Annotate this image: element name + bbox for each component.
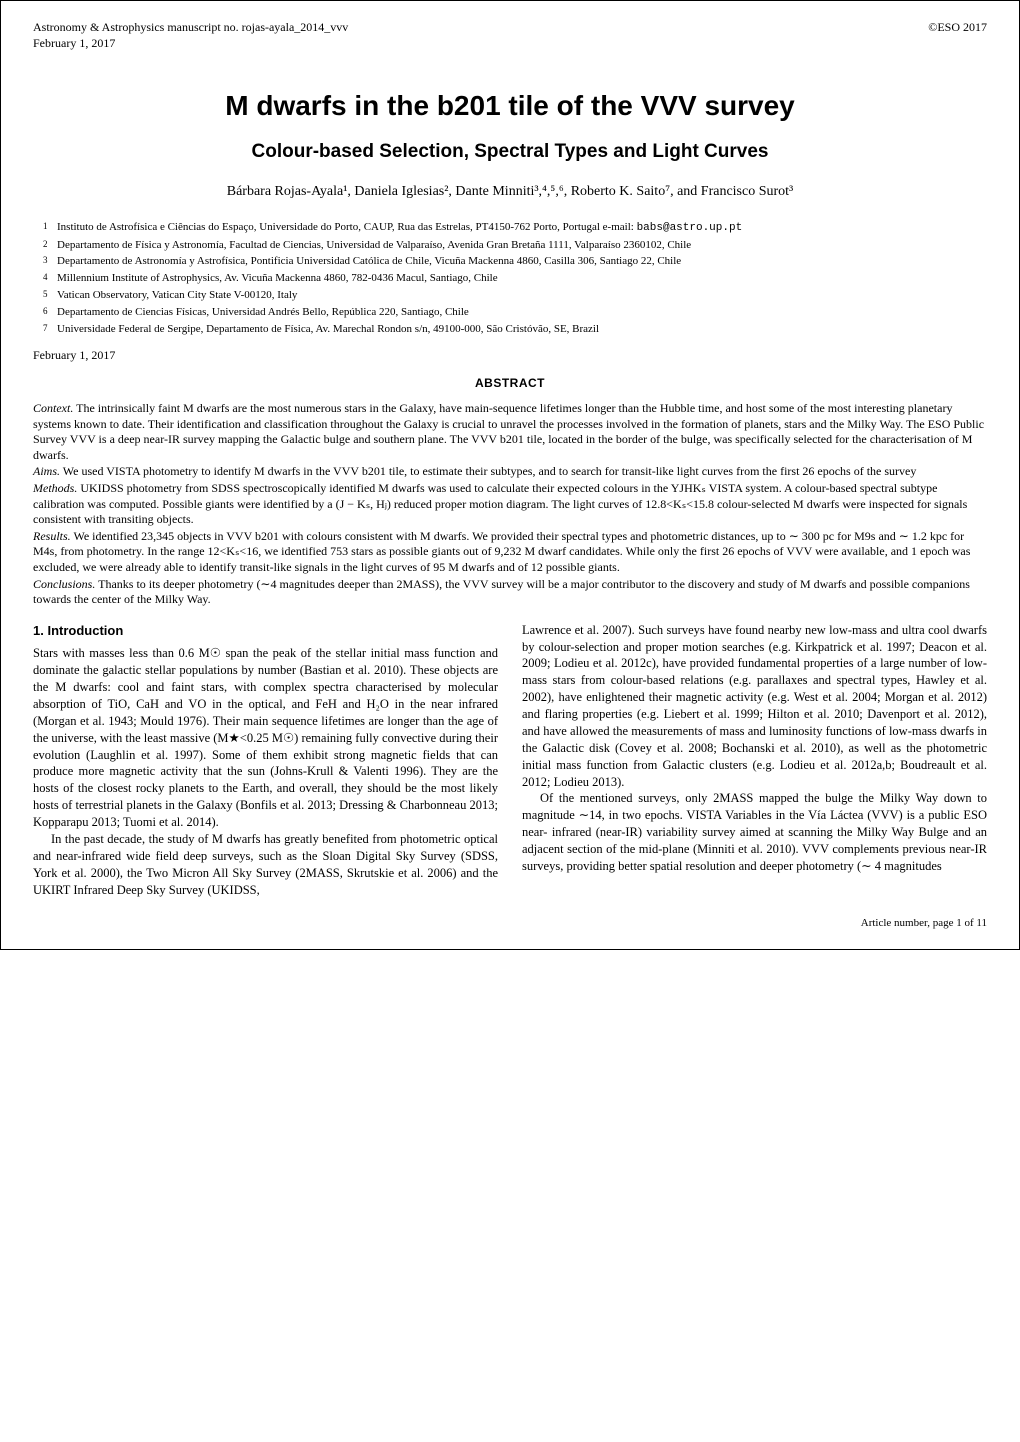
- journal-line: Astronomy & Astrophysics manuscript no. …: [33, 19, 348, 35]
- paper-subtitle: Colour-based Selection, Spectral Types a…: [33, 139, 987, 165]
- body-paragraph: In the past decade, the study of M dwarf…: [33, 831, 498, 899]
- journal-date: February 1, 2017: [33, 35, 348, 51]
- abstract-block: Context. The intrinsically faint M dwarf…: [33, 401, 987, 608]
- section-heading: 1. Introduction: [33, 622, 498, 640]
- author-list: Bárbara Rojas-Ayala¹, Daniela Iglesias²,…: [33, 183, 987, 202]
- aims-label: Aims.: [33, 464, 60, 478]
- body-paragraph: Of the mentioned surveys, only 2MASS map…: [522, 790, 987, 874]
- affiliations-list: 1 Instituto de Astrofísica e Ciências do…: [33, 220, 987, 337]
- conclusions-text: Thanks to its deeper photometry (∼4 magn…: [33, 577, 970, 607]
- affiliation: 3 Departamento de Astronomía y Astrofísi…: [33, 254, 987, 269]
- methods-text: UKIDSS photometry from SDSS spectroscopi…: [33, 481, 967, 526]
- affiliation-number: 3: [43, 254, 53, 269]
- abstract-results: Results. We identified 23,345 objects in…: [33, 529, 987, 576]
- conclusions-label: Conclusions.: [33, 577, 95, 591]
- aims-text: We used VISTA photometry to identify M d…: [63, 464, 917, 478]
- context-label: Context.: [33, 401, 73, 415]
- abstract-aims: Aims. We used VISTA photometry to identi…: [33, 464, 987, 480]
- context-text: The intrinsically faint M dwarfs are the…: [33, 401, 984, 462]
- paper-title: M dwarfs in the b201 tile of the VVV sur…: [33, 87, 987, 125]
- affiliation-text: Departamento de Ciencias Físicas, Univer…: [57, 305, 469, 320]
- journal-info: Astronomy & Astrophysics manuscript no. …: [33, 19, 348, 51]
- body-columns: 1. Introduction Stars with masses less t…: [33, 622, 987, 899]
- affiliation-text: Vatican Observatory, Vatican City State …: [57, 288, 297, 303]
- results-label: Results.: [33, 529, 71, 543]
- affiliation: 7 Universidade Federal de Sergipe, Depar…: [33, 322, 987, 337]
- affiliation: 2 Departamento de Física y Astronomía, F…: [33, 238, 987, 253]
- affiliation-text: Departamento de Astronomía y Astrofísica…: [57, 254, 681, 269]
- affiliation-text: Departamento de Física y Astronomía, Fac…: [57, 238, 691, 253]
- body-paragraph: Stars with masses less than 0.6 M☉ span …: [33, 645, 498, 831]
- copyright-notice: ©ESO 2017: [928, 19, 987, 51]
- abstract-context: Context. The intrinsically faint M dwarf…: [33, 401, 987, 463]
- methods-label: Methods.: [33, 481, 77, 495]
- affiliation-number: 5: [43, 288, 53, 303]
- affiliation: 6 Departamento de Ciencias Físicas, Univ…: [33, 305, 987, 320]
- author-email: babs@astro.up.pt: [637, 222, 743, 234]
- affiliation-number: 7: [43, 322, 53, 337]
- affiliation: 4 Millennium Institute of Astrophysics, …: [33, 271, 987, 286]
- body-paragraph: Lawrence et al. 2007). Such surveys have…: [522, 622, 987, 791]
- page-footer: Article number, page 1 of 11: [33, 916, 987, 931]
- affiliation-number: 6: [43, 305, 53, 320]
- affiliation-number: 4: [43, 271, 53, 286]
- affiliation: 1 Instituto de Astrofísica e Ciências do…: [33, 220, 987, 236]
- abstract-heading: ABSTRACT: [33, 375, 987, 391]
- affiliation-number: 1: [43, 220, 53, 236]
- affiliation-text: Universidade Federal de Sergipe, Departa…: [57, 322, 599, 337]
- manuscript-date: February 1, 2017: [33, 347, 987, 363]
- abstract-methods: Methods. UKIDSS photometry from SDSS spe…: [33, 481, 987, 528]
- affiliation-text: Instituto de Astrofísica e Ciências do E…: [57, 220, 742, 236]
- affiliation-number: 2: [43, 238, 53, 253]
- manuscript-header: Astronomy & Astrophysics manuscript no. …: [33, 19, 987, 51]
- results-text: We identified 23,345 objects in VVV b201…: [33, 529, 970, 574]
- abstract-conclusions: Conclusions. Thanks to its deeper photom…: [33, 577, 987, 608]
- affiliation: 5 Vatican Observatory, Vatican City Stat…: [33, 288, 987, 303]
- affiliation-text: Millennium Institute of Astrophysics, Av…: [57, 271, 498, 286]
